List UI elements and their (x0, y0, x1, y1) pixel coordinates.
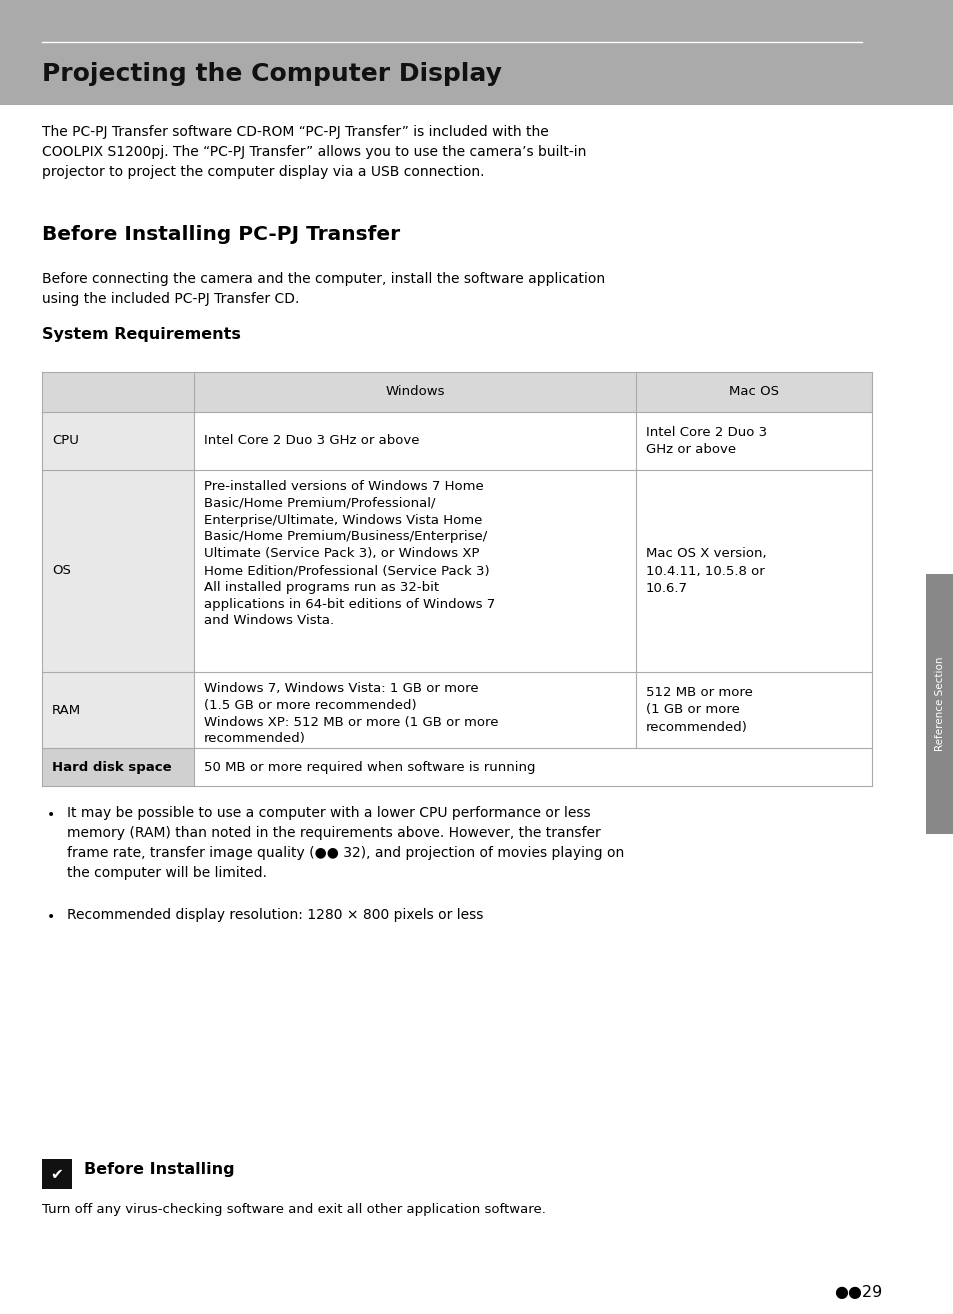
Bar (42, 413, 193, 470)
Text: It may be possible to use a computer with a lower CPU performance or less
memory: It may be possible to use a computer wit… (67, 805, 623, 880)
Text: Windows: Windows (385, 385, 444, 398)
Text: Pre-installed versions of Windows 7 Home
Basic/Home Premium/Professional/
Enterp: Pre-installed versions of Windows 7 Home… (204, 480, 495, 627)
Bar (193, 671, 871, 748)
Bar (42, 748, 193, 786)
Text: Before connecting the camera and the computer, install the software application
: Before connecting the camera and the com… (42, 272, 604, 306)
Bar (42, 470, 193, 671)
Text: Hard disk space: Hard disk space (52, 761, 172, 774)
Bar (925, 574, 953, 834)
Text: Turn off any virus-checking software and exit all other application software.: Turn off any virus-checking software and… (42, 1204, 545, 1215)
Text: OS: OS (52, 565, 71, 577)
Text: Mac OS: Mac OS (728, 385, 779, 398)
Text: Intel Core 2 Duo 3
GHz or above: Intel Core 2 Duo 3 GHz or above (645, 426, 766, 456)
Text: ✔: ✔ (51, 1167, 63, 1181)
Text: Windows 7, Windows Vista: 1 GB or more
(1.5 GB or more recommended)
Windows XP: : Windows 7, Windows Vista: 1 GB or more (… (204, 682, 498, 745)
Bar (42, 372, 871, 413)
Text: Before Installing: Before Installing (84, 1162, 234, 1177)
Text: RAM: RAM (52, 703, 81, 716)
Text: •: • (47, 808, 55, 823)
Text: 50 MB or more required when software is running: 50 MB or more required when software is … (204, 761, 535, 774)
Text: Reference Section: Reference Section (934, 657, 944, 752)
Bar (0, 0, 953, 105)
Text: Mac OS X version,
10.4.11, 10.5.8 or
10.6.7: Mac OS X version, 10.4.11, 10.5.8 or 10.… (645, 548, 766, 594)
Text: Before Installing PC-PJ Transfer: Before Installing PC-PJ Transfer (42, 225, 399, 244)
Bar (42, 671, 193, 748)
Text: CPU: CPU (52, 435, 79, 448)
Bar (42, 1159, 71, 1189)
Bar (193, 413, 871, 470)
Text: Intel Core 2 Duo 3 GHz or above: Intel Core 2 Duo 3 GHz or above (204, 435, 419, 448)
Text: The PC-PJ Transfer software CD-ROM “PC-PJ Transfer” is included with the
COOLPIX: The PC-PJ Transfer software CD-ROM “PC-P… (42, 125, 586, 179)
Text: Projecting the Computer Display: Projecting the Computer Display (42, 62, 501, 85)
Text: •: • (47, 911, 55, 924)
Text: Recommended display resolution: 1280 × 800 pixels or less: Recommended display resolution: 1280 × 8… (67, 908, 483, 922)
Text: ●●29: ●●29 (833, 1285, 882, 1300)
Text: System Requirements: System Requirements (42, 327, 240, 342)
Bar (193, 470, 871, 671)
Text: 512 MB or more
(1 GB or more
recommended): 512 MB or more (1 GB or more recommended… (645, 686, 752, 733)
Bar (193, 748, 871, 786)
